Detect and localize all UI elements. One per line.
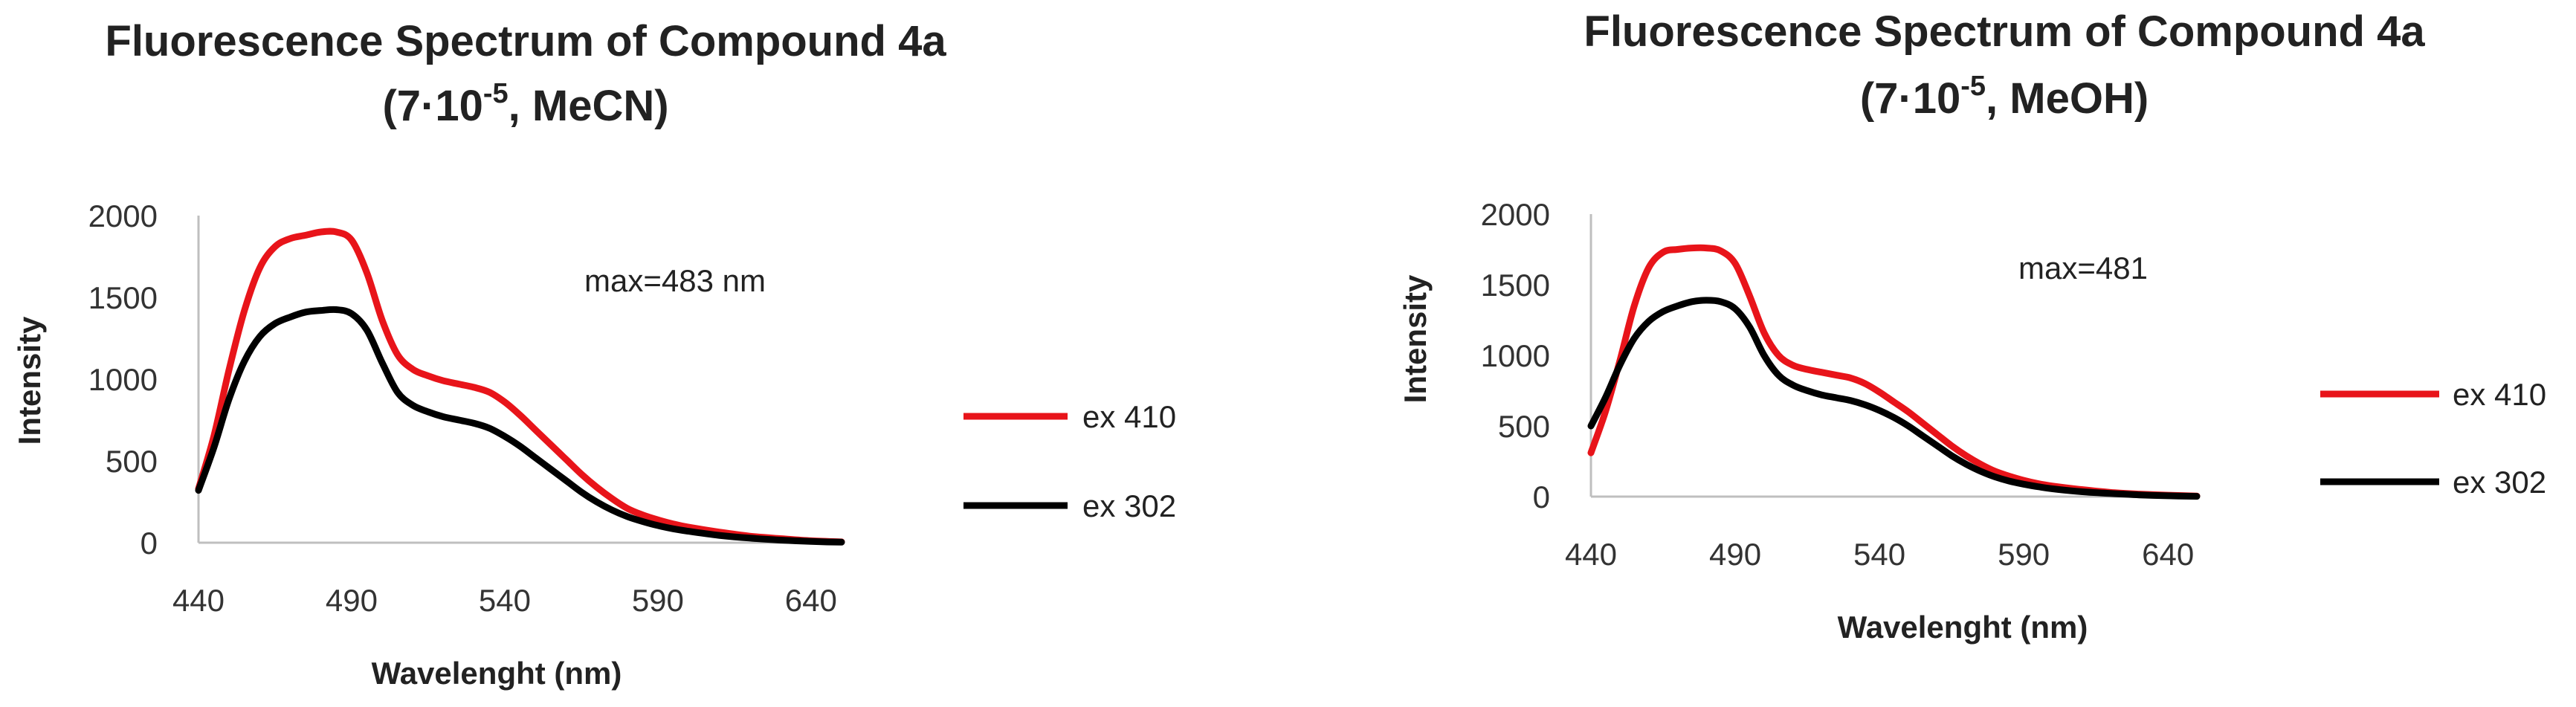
chart-mecn-y-tick-label: 2000 xyxy=(88,198,158,233)
chart-mecn-x-tick-label: 540 xyxy=(479,583,531,618)
chart-meoh-x-tick-label: 540 xyxy=(1853,537,1905,572)
chart-mecn-title-line2: (7·10-5, MeCN) xyxy=(382,78,668,130)
chart-meoh-y-ticks: 0 500 1000 1500 2000 xyxy=(1481,197,1550,514)
chart-meoh-x-axis-label: Wavelenght (nm) xyxy=(1838,610,2088,645)
chart-mecn-x-axis-label: Wavelenght (nm) xyxy=(372,656,622,691)
chart-mecn-title-sup: -5 xyxy=(483,78,509,109)
chart-meoh-legend: ex 410 ex 302 xyxy=(2320,377,2546,500)
chart-meoh-y-tick-label: 0 xyxy=(1533,480,1550,514)
chart-mecn: Fluorescence Spectrum of Compound 4a (7·… xyxy=(12,17,1176,691)
chart-meoh-y-axis-label: Intensity xyxy=(1398,274,1433,403)
chart-meoh-title-line1: Fluorescence Spectrum of Compound 4a xyxy=(1584,7,2425,56)
chart-mecn-max-annotation: max=483 nm xyxy=(584,263,766,298)
chart-mecn-title-post: , MeCN) xyxy=(509,82,669,130)
chart-mecn-title-pre: (7·10 xyxy=(382,82,482,130)
chart-mecn-x-tick-label: 490 xyxy=(326,583,378,618)
chart-mecn-y-axis-label: Intensity xyxy=(12,316,47,445)
chart-meoh-y-tick-label: 1500 xyxy=(1481,268,1550,303)
chart-mecn-series-ex410-line xyxy=(195,227,845,546)
chart-meoh-x-tick-label: 440 xyxy=(1565,537,1617,572)
chart-meoh-title-pre: (7·10 xyxy=(1860,74,1960,123)
chart-meoh-series-ex302-line xyxy=(1587,297,2201,500)
chart-meoh-legend-label-ex410: ex 410 xyxy=(2453,377,2546,412)
chart-meoh-y-tick-label: 2000 xyxy=(1481,197,1550,232)
chart-meoh-title-sup: -5 xyxy=(1960,71,1986,102)
chart-mecn-legend: ex 410 ex 302 xyxy=(963,399,1176,523)
chart-meoh-title-post: , MeOH) xyxy=(1986,74,2149,123)
chart-meoh-legend-label-ex302: ex 302 xyxy=(2453,465,2546,500)
chart-meoh-max-annotation: max=481 xyxy=(2018,251,2148,285)
chart-meoh-title-line2: (7·10-5, MeOH) xyxy=(1860,71,2149,123)
chart-meoh-x-ticks: 440 490 540 590 640 xyxy=(1565,537,2194,572)
chart-meoh-x-tick-label: 640 xyxy=(2142,537,2194,572)
chart-mecn-y-ticks: 0 500 1000 1500 2000 xyxy=(88,198,158,561)
chart-mecn-x-ticks: 440 490 540 590 640 xyxy=(172,583,837,618)
chart-mecn-x-tick-label: 640 xyxy=(785,583,837,618)
chart-meoh-y-tick-label: 1000 xyxy=(1481,338,1550,373)
chart-meoh-y-tick-label: 500 xyxy=(1498,409,1550,444)
chart-mecn-legend-label-ex302: ex 302 xyxy=(1082,488,1176,523)
chart-mecn-y-tick-label: 1000 xyxy=(88,362,158,397)
chart-meoh: Fluorescence Spectrum of Compound 4a (7·… xyxy=(1398,7,2546,645)
chart-mecn-series-ex302-line xyxy=(195,306,845,546)
chart-mecn-title-line1: Fluorescence Spectrum of Compound 4a xyxy=(105,17,946,65)
chart-meoh-x-tick-label: 590 xyxy=(1998,537,2050,572)
chart-mecn-legend-label-ex410: ex 410 xyxy=(1082,399,1176,434)
chart-mecn-y-tick-label: 1500 xyxy=(88,280,158,315)
chart-mecn-x-tick-label: 440 xyxy=(172,583,225,618)
chart-meoh-x-tick-label: 490 xyxy=(1709,537,1761,572)
chart-mecn-y-tick-label: 0 xyxy=(141,526,158,561)
chart-mecn-x-tick-label: 590 xyxy=(632,583,684,618)
chart-mecn-y-tick-label: 500 xyxy=(106,444,158,479)
